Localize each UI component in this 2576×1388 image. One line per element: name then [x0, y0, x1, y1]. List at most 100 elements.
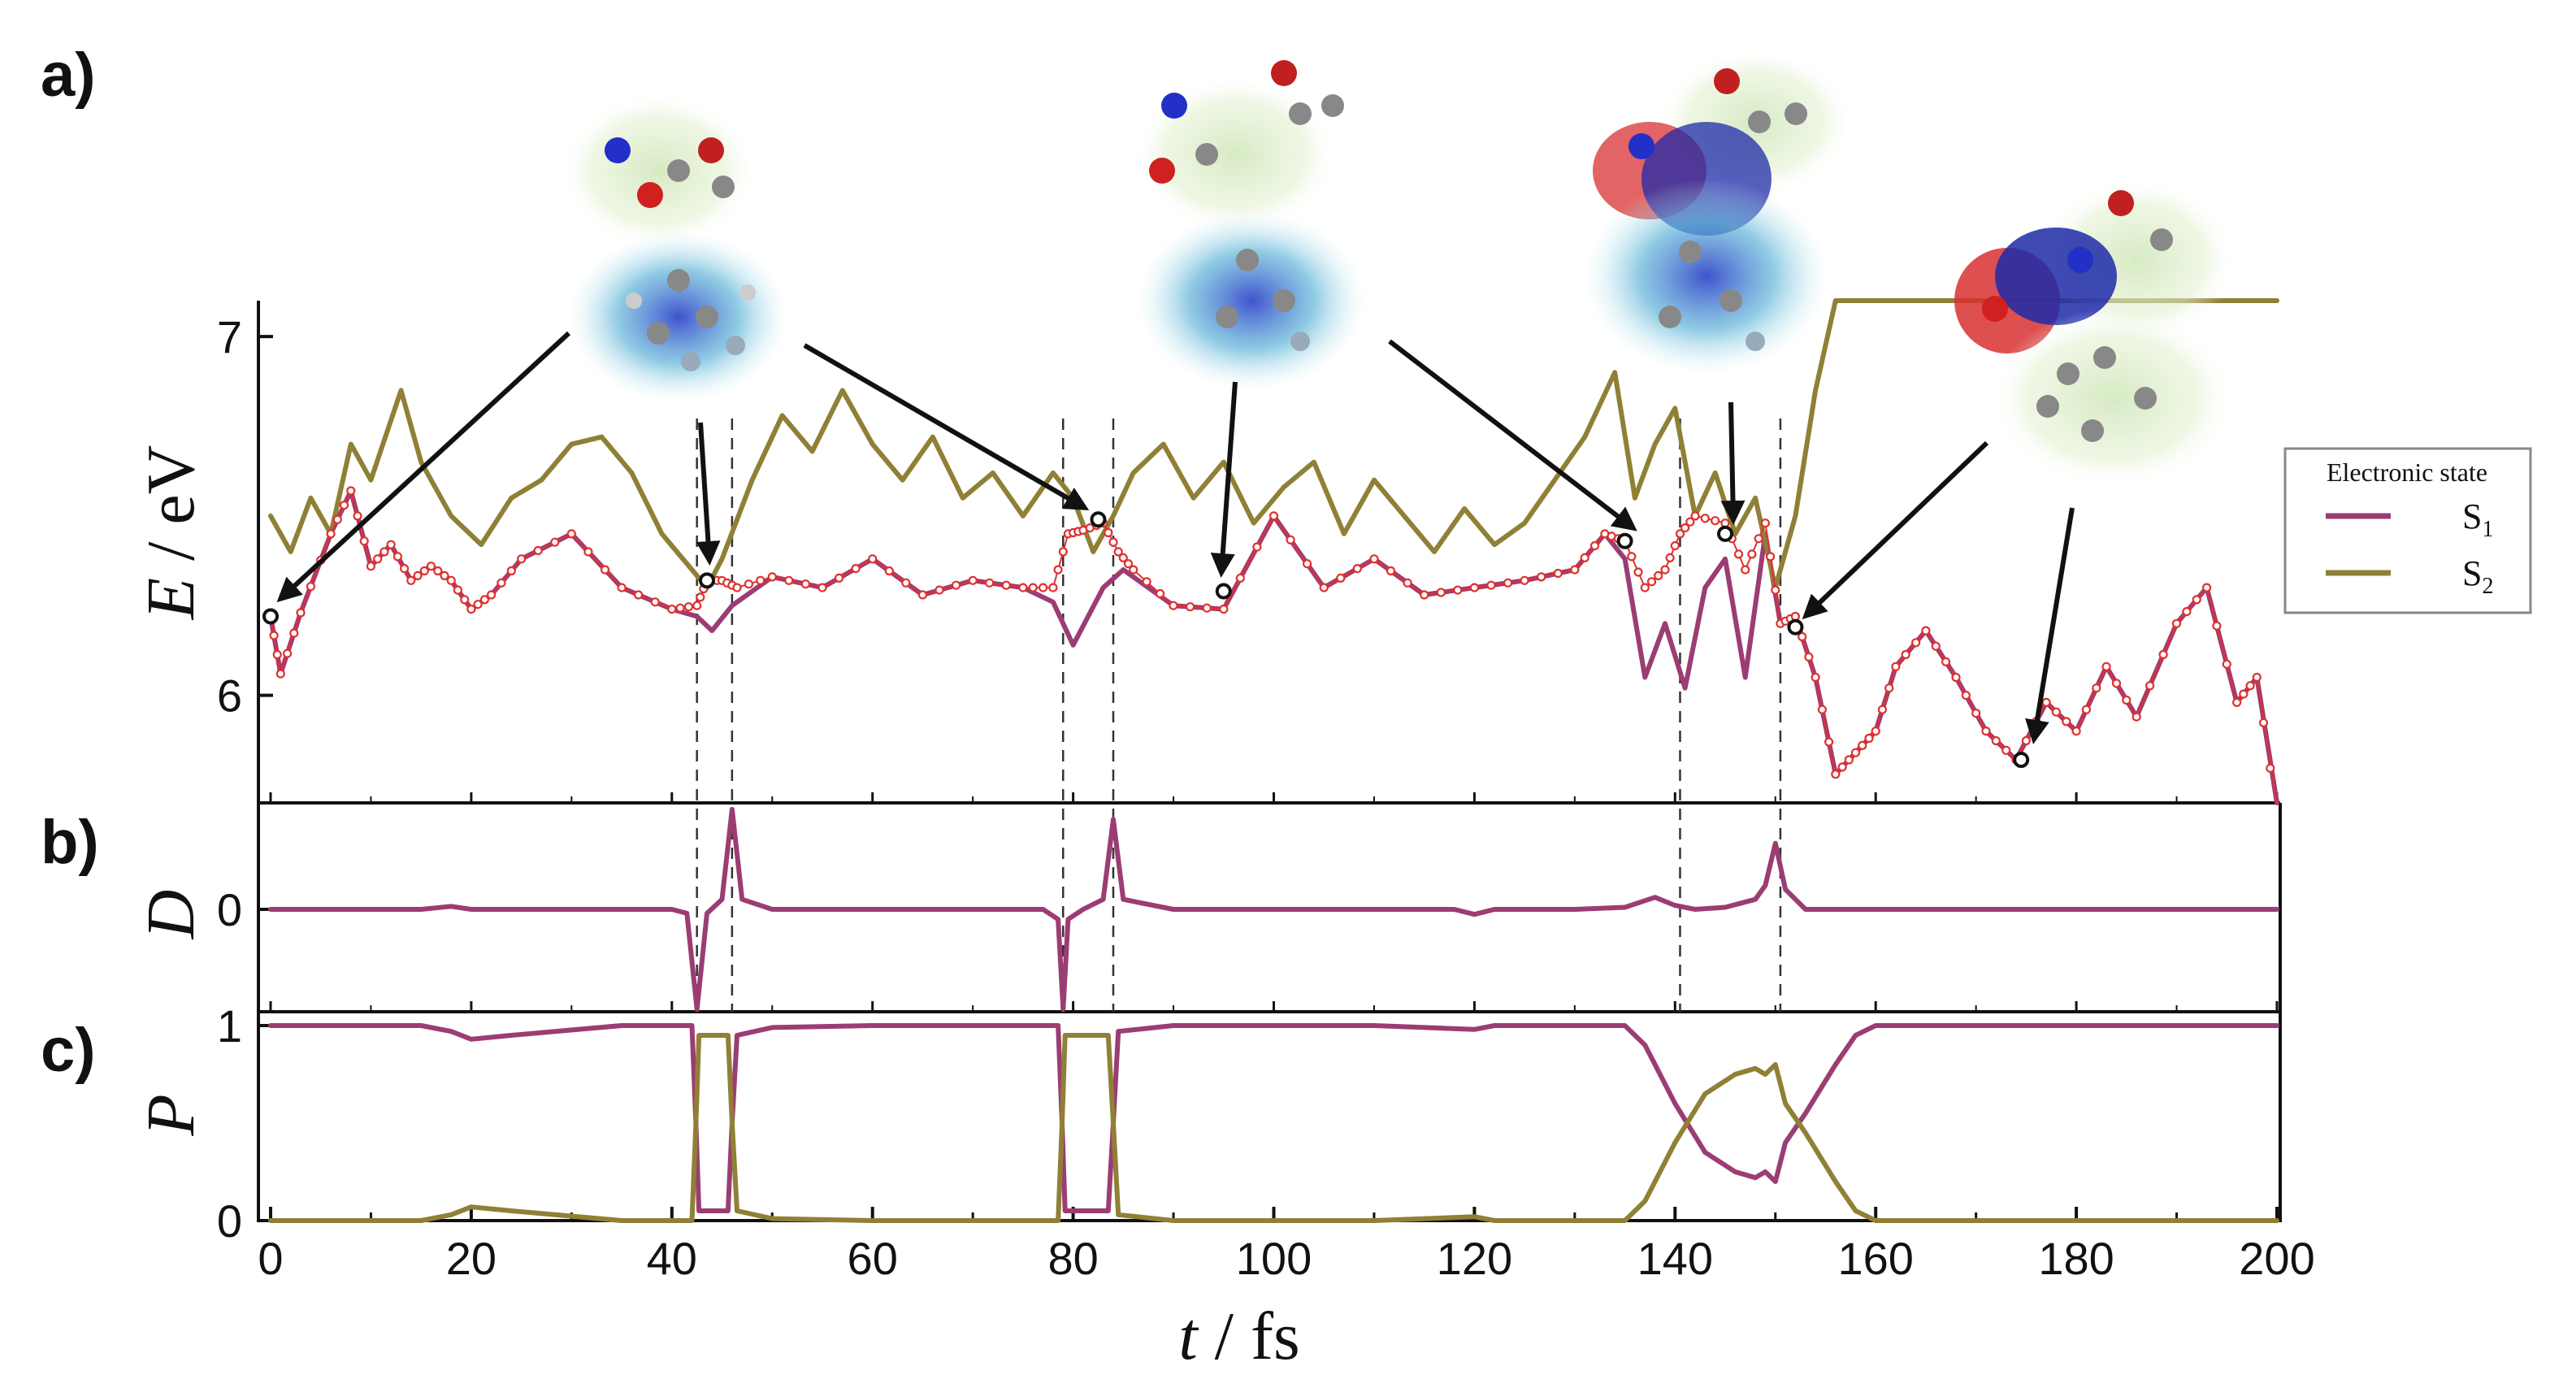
trajectory-point [683, 602, 694, 612]
trajectory-point [486, 590, 497, 600]
ytick-labels: 6 7 0 0 1 [217, 311, 242, 1247]
trajectory-point [1104, 527, 1113, 538]
trajectory-point [1633, 567, 1643, 577]
trajectory-point [675, 603, 685, 613]
series-b-d [268, 807, 2279, 1012]
trajectory-point [868, 554, 878, 564]
xtick-label: 40 [647, 1233, 697, 1284]
trajectory-point [269, 631, 279, 640]
trajectory-point [951, 580, 961, 590]
xtick-label: 120 [1437, 1233, 1512, 1284]
trajectory-point [2062, 717, 2071, 727]
trajectory-point [1646, 577, 1657, 587]
highlighted-point [1616, 532, 1633, 549]
trajectory-point [1733, 549, 1744, 559]
trajectory-point [379, 547, 389, 557]
trajectory-point [633, 590, 644, 600]
trajectory-point [1877, 705, 1887, 714]
highlighted-point [262, 608, 279, 625]
panel-b-frame [257, 803, 2282, 1013]
trajectory-point [1589, 540, 1600, 551]
trajectory-point [732, 583, 742, 592]
trajectory-point [851, 563, 861, 574]
trajectory-point [1790, 611, 1800, 622]
trajectory-point [1931, 641, 1941, 651]
ytick-label-c: 1 [217, 1000, 242, 1052]
legend: Electronic state S1 S2 [2283, 447, 2532, 614]
trajectory-point [1436, 588, 1446, 597]
trajectory-point [600, 565, 610, 575]
panel-c-frame [257, 1012, 2282, 1222]
trajectory-point [283, 648, 293, 658]
trajectory-point [2131, 712, 2141, 722]
trajectory-point [1155, 588, 1165, 599]
trajectory-point [1901, 649, 1910, 660]
trajectory-point [1981, 727, 1991, 736]
arrow-pointer [1210, 381, 1238, 578]
trajectory-point [1319, 583, 1329, 592]
trajectory-point [296, 608, 306, 618]
trajectory-point [1129, 565, 1138, 575]
ytick-label-c: 0 [217, 1195, 242, 1247]
molecule-esp-icon [1134, 60, 1365, 390]
trajectory-point [1850, 748, 1861, 757]
trajectory-point [453, 585, 463, 595]
trajectory-point [516, 554, 527, 564]
trajectory-point [1766, 552, 1776, 562]
highlighted-point [699, 572, 716, 589]
trajectory-point [1202, 603, 1212, 613]
trajectory-point [1268, 511, 1279, 521]
trajectory-point [1627, 552, 1637, 562]
trajectory-point [460, 595, 470, 605]
legend-label-s1: S1 [2462, 497, 2493, 542]
series-c-s2 [268, 1033, 2279, 1223]
trajectory-point [1580, 553, 1589, 563]
trajectory-point [2145, 681, 2155, 691]
trajectory-point [426, 562, 436, 571]
trajectory-point [2252, 672, 2262, 683]
arrow-pointer [1388, 339, 1637, 531]
trajectory-point [332, 514, 342, 524]
trajectory-point [834, 573, 844, 583]
axes-frames [257, 301, 2282, 1222]
trajectory-point [985, 578, 995, 588]
ytick-label-b: 0 [217, 884, 242, 935]
trajectory-point [901, 578, 911, 588]
trajectory-point [366, 562, 375, 571]
trajectory-point [784, 575, 794, 585]
highlighted-point [1215, 583, 1232, 600]
trajectory-point [1665, 553, 1675, 563]
trajectory-point [359, 536, 369, 546]
hop-lines [696, 419, 1782, 1012]
molecule-esp-icon [561, 93, 788, 402]
trajectory-point [1961, 690, 1971, 701]
trajectory-point [1058, 547, 1068, 557]
legend-label-s2: S2 [2462, 553, 2493, 599]
trajectory-point [2212, 621, 2222, 631]
trajectory-point [1891, 661, 1901, 671]
trajectory-point [1018, 583, 1028, 592]
trajectory-point [2021, 735, 2031, 746]
trajectory-point [744, 579, 754, 589]
trajectory-point [1837, 762, 1847, 772]
trajectory-point [2171, 618, 2182, 628]
trajectory-point [373, 554, 383, 564]
trajectory-point [386, 540, 396, 549]
trajectory-point [1720, 518, 1730, 528]
trajectory-point [1871, 727, 1880, 736]
trajectory-point [1185, 602, 1195, 612]
trajectory-point [1817, 705, 1827, 714]
trajectory-point [1685, 517, 1695, 527]
arrow-pointer [696, 422, 721, 566]
trajectory-point [917, 590, 928, 600]
trajectory-point [473, 600, 483, 609]
trajectory-point [2266, 763, 2275, 773]
trajectory-point [1971, 708, 1981, 718]
trajectory-point [935, 585, 944, 595]
trajectory-point [2092, 683, 2101, 693]
highlighted-point [1787, 618, 1804, 635]
trajectory-point [550, 537, 560, 547]
trajectory-point [406, 575, 416, 585]
xtick-labels: 0 20 40 60 80 100 120 140 160 180 200 [258, 1233, 2314, 1284]
